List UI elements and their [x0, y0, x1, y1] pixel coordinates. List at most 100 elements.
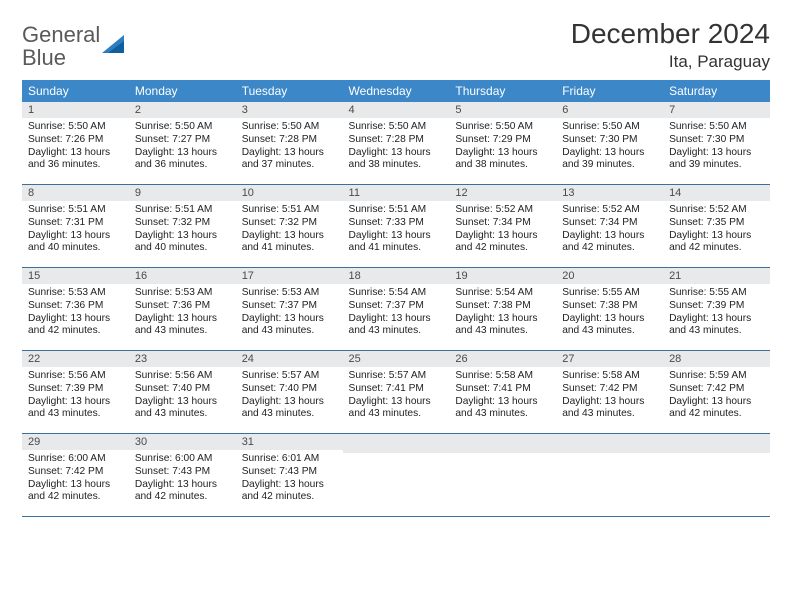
day-number: 6 — [556, 102, 663, 118]
day-number: 14 — [663, 185, 770, 201]
day-body — [449, 453, 556, 460]
day-body: Sunrise: 5:57 AMSunset: 7:41 PMDaylight:… — [343, 367, 450, 425]
daylight-text: and 43 minutes. — [562, 408, 657, 421]
sunrise-text: Sunrise: 5:50 AM — [242, 121, 337, 134]
sunset-text: Sunset: 7:41 PM — [455, 383, 550, 396]
daylight-text: Daylight: 13 hours — [135, 147, 230, 160]
sunrise-text: Sunrise: 6:00 AM — [135, 453, 230, 466]
calendar-day-cell — [556, 434, 663, 517]
brand-word2: Blue — [22, 45, 66, 70]
daylight-text: and 39 minutes. — [562, 159, 657, 172]
calendar-day-cell: 16Sunrise: 5:53 AMSunset: 7:36 PMDayligh… — [129, 268, 236, 351]
daylight-text: and 42 minutes. — [562, 242, 657, 255]
daylight-text: and 41 minutes. — [242, 242, 337, 255]
day-body: Sunrise: 5:54 AMSunset: 7:37 PMDaylight:… — [343, 284, 450, 342]
day-number: 15 — [22, 268, 129, 284]
daylight-text: and 43 minutes. — [455, 325, 550, 338]
sunset-text: Sunset: 7:42 PM — [562, 383, 657, 396]
calendar-day-cell: 10Sunrise: 5:51 AMSunset: 7:32 PMDayligh… — [236, 185, 343, 268]
sunset-text: Sunset: 7:32 PM — [242, 217, 337, 230]
day-number: 7 — [663, 102, 770, 118]
calendar-day-cell: 13Sunrise: 5:52 AMSunset: 7:34 PMDayligh… — [556, 185, 663, 268]
calendar-day-cell: 3Sunrise: 5:50 AMSunset: 7:28 PMDaylight… — [236, 102, 343, 185]
sunset-text: Sunset: 7:29 PM — [455, 134, 550, 147]
weekday-header: Saturday — [663, 80, 770, 102]
calendar-day-cell: 12Sunrise: 5:52 AMSunset: 7:34 PMDayligh… — [449, 185, 556, 268]
day-body: Sunrise: 5:52 AMSunset: 7:34 PMDaylight:… — [556, 201, 663, 259]
sunset-text: Sunset: 7:40 PM — [135, 383, 230, 396]
daylight-text: Daylight: 13 hours — [28, 396, 123, 409]
sunrise-text: Sunrise: 5:53 AM — [242, 287, 337, 300]
sunrise-text: Sunrise: 5:58 AM — [455, 370, 550, 383]
day-body: Sunrise: 5:51 AMSunset: 7:32 PMDaylight:… — [129, 201, 236, 259]
daylight-text: Daylight: 13 hours — [562, 396, 657, 409]
sunrise-text: Sunrise: 5:51 AM — [242, 204, 337, 217]
calendar-day-cell: 23Sunrise: 5:56 AMSunset: 7:40 PMDayligh… — [129, 351, 236, 434]
sunrise-text: Sunrise: 5:50 AM — [28, 121, 123, 134]
sunrise-text: Sunrise: 5:57 AM — [349, 370, 444, 383]
daylight-text: and 36 minutes. — [28, 159, 123, 172]
title-block: December 2024 Ita, Paraguay — [571, 18, 770, 72]
daylight-text: Daylight: 13 hours — [242, 230, 337, 243]
daylight-text: and 42 minutes. — [455, 242, 550, 255]
calendar-day-cell — [343, 434, 450, 517]
sunrise-text: Sunrise: 5:51 AM — [349, 204, 444, 217]
calendar-week-row: 29Sunrise: 6:00 AMSunset: 7:42 PMDayligh… — [22, 434, 770, 517]
sunrise-text: Sunrise: 5:56 AM — [28, 370, 123, 383]
calendar-day-cell: 17Sunrise: 5:53 AMSunset: 7:37 PMDayligh… — [236, 268, 343, 351]
daylight-text: and 41 minutes. — [349, 242, 444, 255]
day-body: Sunrise: 5:53 AMSunset: 7:36 PMDaylight:… — [129, 284, 236, 342]
day-body: Sunrise: 5:55 AMSunset: 7:38 PMDaylight:… — [556, 284, 663, 342]
weekday-header: Wednesday — [343, 80, 450, 102]
calendar-day-cell — [663, 434, 770, 517]
calendar-day-cell: 9Sunrise: 5:51 AMSunset: 7:32 PMDaylight… — [129, 185, 236, 268]
calendar-day-cell: 6Sunrise: 5:50 AMSunset: 7:30 PMDaylight… — [556, 102, 663, 185]
daylight-text: and 42 minutes. — [242, 491, 337, 504]
day-body: Sunrise: 5:50 AMSunset: 7:26 PMDaylight:… — [22, 118, 129, 176]
calendar-day-cell — [449, 434, 556, 517]
brand-logo: General Blue — [22, 18, 130, 70]
calendar-week-row: 22Sunrise: 5:56 AMSunset: 7:39 PMDayligh… — [22, 351, 770, 434]
day-body: Sunrise: 5:54 AMSunset: 7:38 PMDaylight:… — [449, 284, 556, 342]
day-number: 5 — [449, 102, 556, 118]
day-body: Sunrise: 5:56 AMSunset: 7:40 PMDaylight:… — [129, 367, 236, 425]
sunset-text: Sunset: 7:37 PM — [349, 300, 444, 313]
header: General Blue December 2024 Ita, Paraguay — [22, 18, 770, 72]
calendar-day-cell: 11Sunrise: 5:51 AMSunset: 7:33 PMDayligh… — [343, 185, 450, 268]
daylight-text: Daylight: 13 hours — [349, 230, 444, 243]
calendar-day-cell: 31Sunrise: 6:01 AMSunset: 7:43 PMDayligh… — [236, 434, 343, 517]
sunrise-text: Sunrise: 6:01 AM — [242, 453, 337, 466]
day-body: Sunrise: 5:53 AMSunset: 7:36 PMDaylight:… — [22, 284, 129, 342]
day-number: 13 — [556, 185, 663, 201]
day-number — [556, 434, 663, 453]
daylight-text: Daylight: 13 hours — [242, 313, 337, 326]
day-number: 12 — [449, 185, 556, 201]
day-body: Sunrise: 6:00 AMSunset: 7:42 PMDaylight:… — [22, 450, 129, 508]
calendar-day-cell: 29Sunrise: 6:00 AMSunset: 7:42 PMDayligh… — [22, 434, 129, 517]
sunset-text: Sunset: 7:34 PM — [455, 217, 550, 230]
daylight-text: and 42 minutes. — [669, 242, 764, 255]
sunset-text: Sunset: 7:28 PM — [349, 134, 444, 147]
sunset-text: Sunset: 7:40 PM — [242, 383, 337, 396]
day-number: 17 — [236, 268, 343, 284]
sunset-text: Sunset: 7:42 PM — [28, 466, 123, 479]
calendar-day-cell: 14Sunrise: 5:52 AMSunset: 7:35 PMDayligh… — [663, 185, 770, 268]
sunset-text: Sunset: 7:28 PM — [242, 134, 337, 147]
sunrise-text: Sunrise: 5:53 AM — [28, 287, 123, 300]
day-body: Sunrise: 5:52 AMSunset: 7:34 PMDaylight:… — [449, 201, 556, 259]
sunrise-text: Sunrise: 5:50 AM — [669, 121, 764, 134]
weekday-header: Tuesday — [236, 80, 343, 102]
daylight-text: Daylight: 13 hours — [349, 147, 444, 160]
calendar-table: Sunday Monday Tuesday Wednesday Thursday… — [22, 80, 770, 517]
day-number: 30 — [129, 434, 236, 450]
day-body: Sunrise: 5:50 AMSunset: 7:28 PMDaylight:… — [236, 118, 343, 176]
day-body: Sunrise: 5:56 AMSunset: 7:39 PMDaylight:… — [22, 367, 129, 425]
daylight-text: Daylight: 13 hours — [28, 479, 123, 492]
day-body: Sunrise: 5:59 AMSunset: 7:42 PMDaylight:… — [663, 367, 770, 425]
day-number: 20 — [556, 268, 663, 284]
daylight-text: Daylight: 13 hours — [135, 313, 230, 326]
daylight-text: and 38 minutes. — [455, 159, 550, 172]
day-body: Sunrise: 5:50 AMSunset: 7:29 PMDaylight:… — [449, 118, 556, 176]
day-number: 31 — [236, 434, 343, 450]
sunset-text: Sunset: 7:27 PM — [135, 134, 230, 147]
